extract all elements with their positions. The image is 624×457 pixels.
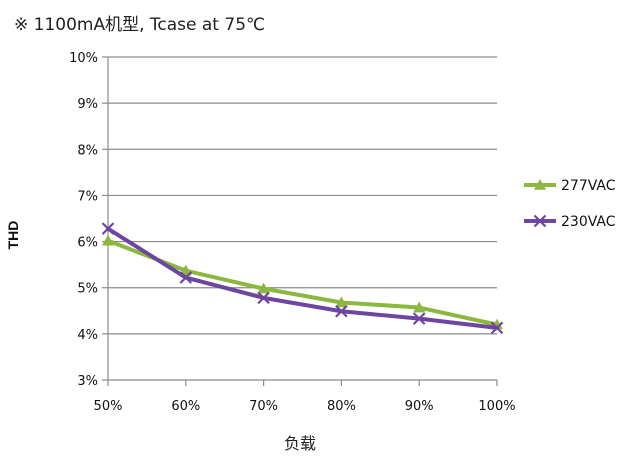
legend-item: 230VAC — [524, 214, 616, 230]
y-tick-label: 6% — [77, 236, 98, 251]
data-point-triangle — [534, 179, 546, 190]
y-axis-label: THD — [5, 221, 21, 250]
data-point-triangle — [257, 282, 270, 294]
x-tick-label: 100% — [478, 399, 515, 414]
legend: 277VAC 230VAC — [524, 178, 616, 230]
data-point-x — [179, 271, 193, 284]
y-tick-label: 10% — [69, 51, 98, 66]
x-tick-label: 90% — [405, 399, 434, 414]
y-tick-labels: 3% 4% 5% 6% 7% 8% 9% 10% — [69, 51, 98, 389]
data-point-x — [257, 291, 270, 305]
data-point-x — [490, 321, 504, 335]
data-point-x — [101, 222, 115, 235]
x-tick-label: 50% — [94, 399, 123, 414]
x-tick-label: 80% — [327, 399, 356, 414]
series-line — [106, 238, 499, 327]
data-point-triangle — [335, 296, 348, 308]
x-tick-label: 70% — [249, 399, 278, 414]
y-tick-label: 5% — [77, 282, 98, 297]
series-lines — [101, 222, 504, 335]
y-tick-label: 4% — [77, 328, 98, 343]
legend-label: 277VAC — [561, 178, 616, 194]
axes — [102, 56, 498, 386]
data-point-triangle — [413, 301, 426, 313]
y-tick-label: 8% — [77, 143, 98, 158]
data-point-x — [533, 214, 547, 228]
chart-title: ※ 1100mA机型, Tcase at 75℃ — [14, 15, 266, 35]
gridlines — [108, 56, 497, 335]
x-tick-labels: 50% 60% 70% 80% 90% 100% — [94, 399, 516, 414]
series-line — [106, 226, 499, 330]
x-axis-label: 负载 — [284, 434, 316, 453]
series-277VAC — [102, 234, 503, 330]
data-point-triangle — [102, 234, 114, 246]
y-tick-label: 7% — [77, 189, 98, 204]
data-point-x — [335, 304, 348, 318]
legend-label: 230VAC — [561, 214, 616, 230]
y-tick-label: 3% — [77, 374, 98, 389]
data-point-triangle — [179, 264, 192, 276]
series-230VAC — [101, 222, 504, 335]
data-point-x — [412, 312, 426, 325]
x-tick-label: 60% — [171, 399, 200, 414]
legend-item: 277VAC — [524, 178, 616, 194]
y-tick-label: 9% — [77, 97, 98, 112]
